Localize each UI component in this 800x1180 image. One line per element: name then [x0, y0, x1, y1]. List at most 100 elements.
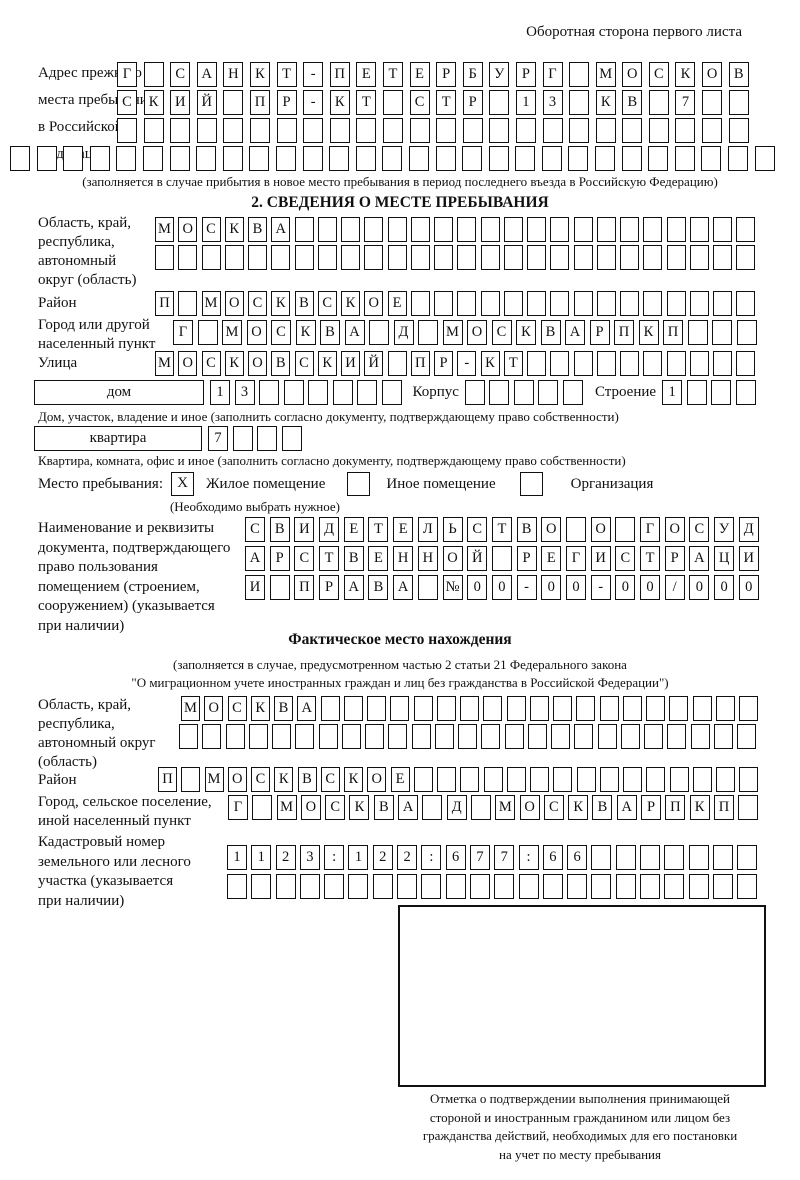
char-cell[interactable]: В — [540, 320, 561, 345]
char-cell[interactable]: О — [590, 517, 611, 542]
char-cell[interactable]: 0 — [491, 575, 512, 600]
char-cell[interactable] — [701, 146, 722, 171]
char-cell[interactable]: В — [373, 795, 394, 820]
char-cell[interactable] — [436, 118, 457, 143]
char-cell[interactable] — [364, 217, 384, 242]
char-cell[interactable] — [596, 217, 616, 242]
char-cell[interactable]: В — [294, 291, 314, 316]
char-cell[interactable] — [481, 724, 501, 749]
char-cell[interactable]: 2 — [397, 845, 418, 870]
char-cell[interactable]: О — [519, 795, 540, 820]
char-cell[interactable] — [488, 146, 509, 171]
char-cell[interactable] — [513, 380, 534, 405]
char-cell[interactable] — [591, 845, 612, 870]
char-cell[interactable] — [367, 696, 386, 721]
char-cell[interactable] — [281, 426, 302, 451]
char-cell[interactable]: Г — [542, 62, 563, 87]
char-cell[interactable] — [382, 118, 403, 143]
char-cell[interactable] — [299, 874, 320, 899]
char-cell[interactable]: И — [170, 90, 191, 115]
char-cell[interactable]: 7 — [494, 845, 515, 870]
char-cell[interactable]: Г — [640, 517, 660, 542]
char-cell[interactable] — [728, 146, 749, 171]
char-cell[interactable] — [343, 696, 363, 721]
char-cell[interactable]: С — [201, 351, 221, 376]
char-cell[interactable]: М — [155, 217, 174, 242]
char-cell[interactable]: С — [227, 696, 247, 721]
char-cell[interactable] — [669, 767, 689, 792]
char-cell[interactable] — [530, 767, 549, 792]
char-cell[interactable]: В — [248, 217, 267, 242]
char-cell[interactable]: Р — [664, 546, 685, 571]
char-cell[interactable] — [648, 118, 669, 143]
char-cell[interactable]: 7 — [469, 845, 490, 870]
char-cell[interactable]: О — [367, 767, 387, 792]
char-cell[interactable] — [675, 118, 696, 143]
char-cell[interactable]: 0 — [615, 575, 636, 600]
char-cell[interactable] — [249, 146, 270, 171]
char-cell[interactable] — [646, 767, 666, 792]
char-cell[interactable] — [202, 724, 222, 749]
char-cell[interactable] — [690, 724, 710, 749]
char-cell[interactable]: И — [341, 351, 360, 376]
char-cell[interactable] — [251, 874, 272, 899]
char-cell[interactable]: Г — [173, 320, 193, 345]
char-cell[interactable]: О — [246, 320, 267, 345]
char-cell[interactable] — [222, 146, 243, 171]
char-cell[interactable]: Е — [343, 517, 364, 542]
char-cell[interactable] — [435, 146, 456, 171]
char-cell[interactable] — [640, 845, 661, 870]
char-cell[interactable]: Г — [228, 795, 248, 820]
char-cell[interactable]: Р — [641, 795, 662, 820]
char-cell[interactable] — [458, 724, 477, 749]
char-cell[interactable] — [621, 146, 642, 171]
char-cell[interactable] — [365, 724, 384, 749]
char-cell[interactable]: М — [222, 320, 242, 345]
char-cell[interactable] — [410, 245, 430, 270]
char-cell[interactable] — [324, 874, 345, 899]
char-cell[interactable] — [599, 696, 619, 721]
char-cell[interactable] — [573, 291, 593, 316]
char-cell[interactable] — [664, 845, 685, 870]
char-cell[interactable]: О — [622, 62, 643, 87]
char-cell[interactable] — [271, 245, 291, 270]
char-cell[interactable] — [550, 291, 570, 316]
char-cell[interactable] — [434, 724, 454, 749]
char-cell[interactable] — [712, 320, 732, 345]
char-cell[interactable] — [692, 767, 712, 792]
char-cell[interactable] — [232, 426, 253, 451]
char-cell[interactable]: С — [248, 291, 267, 316]
char-cell[interactable] — [736, 291, 756, 316]
char-cell[interactable] — [364, 245, 384, 270]
char-cell[interactable]: С — [325, 795, 346, 820]
char-cell[interactable] — [491, 546, 512, 571]
char-cell[interactable] — [460, 767, 480, 792]
char-cell[interactable] — [620, 724, 640, 749]
char-cell[interactable]: Р — [515, 62, 536, 87]
char-cell[interactable]: О — [467, 320, 487, 345]
char-cell[interactable] — [357, 380, 377, 405]
char-cell[interactable]: О — [364, 291, 384, 316]
char-cell[interactable] — [728, 118, 749, 143]
char-cell[interactable] — [355, 146, 376, 171]
char-cell[interactable]: О — [442, 546, 463, 571]
char-cell[interactable] — [317, 245, 337, 270]
char-cell[interactable]: В — [269, 517, 290, 542]
char-cell[interactable] — [550, 351, 570, 376]
char-cell[interactable] — [728, 90, 749, 115]
char-cell[interactable] — [643, 291, 663, 316]
char-cell[interactable]: В — [271, 351, 291, 376]
char-cell[interactable] — [506, 696, 526, 721]
char-cell[interactable] — [410, 217, 430, 242]
char-cell[interactable]: К — [480, 351, 500, 376]
char-cell[interactable] — [527, 245, 546, 270]
char-cell[interactable]: К — [675, 62, 696, 87]
char-cell[interactable] — [462, 146, 483, 171]
char-cell[interactable] — [573, 245, 593, 270]
char-cell[interactable]: П — [663, 320, 683, 345]
char-cell[interactable] — [248, 724, 268, 749]
char-cell[interactable] — [712, 874, 733, 899]
char-cell[interactable] — [550, 245, 570, 270]
char-cell[interactable]: К — [249, 62, 270, 87]
char-cell[interactable] — [567, 874, 588, 899]
